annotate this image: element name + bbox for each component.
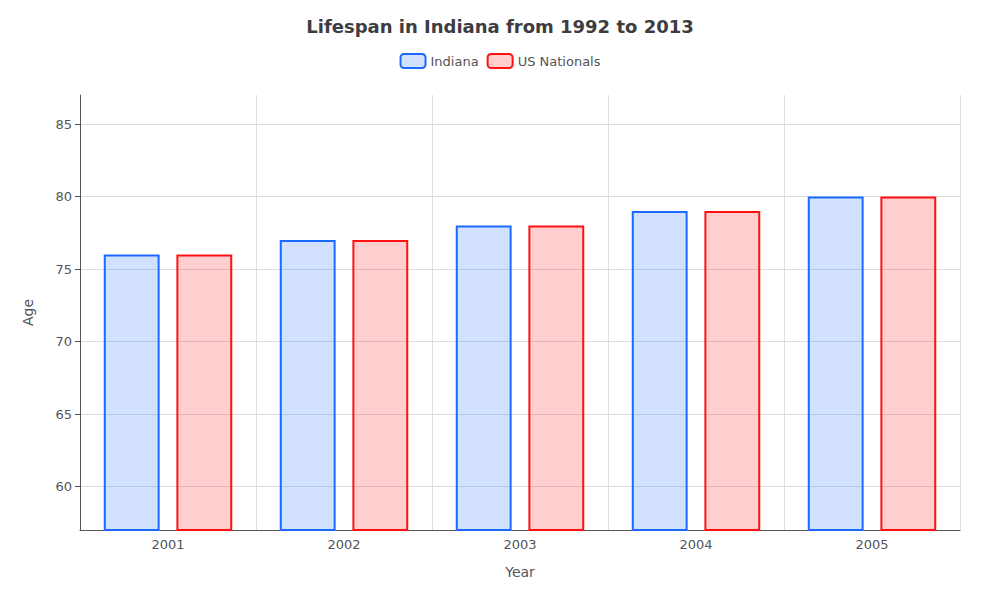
- svg-text:2001: 2001: [151, 537, 184, 552]
- svg-text:2005: 2005: [855, 537, 888, 552]
- svg-text:Lifespan in Indiana from 1992: Lifespan in Indiana from 1992 to 2013: [306, 16, 694, 37]
- svg-text:2002: 2002: [327, 537, 360, 552]
- svg-text:Indiana: Indiana: [431, 54, 479, 69]
- svg-text:Year: Year: [504, 564, 535, 580]
- svg-text:70: 70: [55, 334, 72, 349]
- svg-text:65: 65: [55, 407, 72, 422]
- svg-text:2004: 2004: [679, 537, 712, 552]
- svg-text:US Nationals: US Nationals: [518, 54, 601, 69]
- svg-text:80: 80: [55, 189, 72, 204]
- svg-text:Age: Age: [20, 299, 36, 326]
- svg-text:85: 85: [55, 117, 72, 132]
- svg-text:60: 60: [55, 479, 72, 494]
- svg-text:75: 75: [55, 262, 72, 277]
- svg-text:2003: 2003: [503, 537, 536, 552]
